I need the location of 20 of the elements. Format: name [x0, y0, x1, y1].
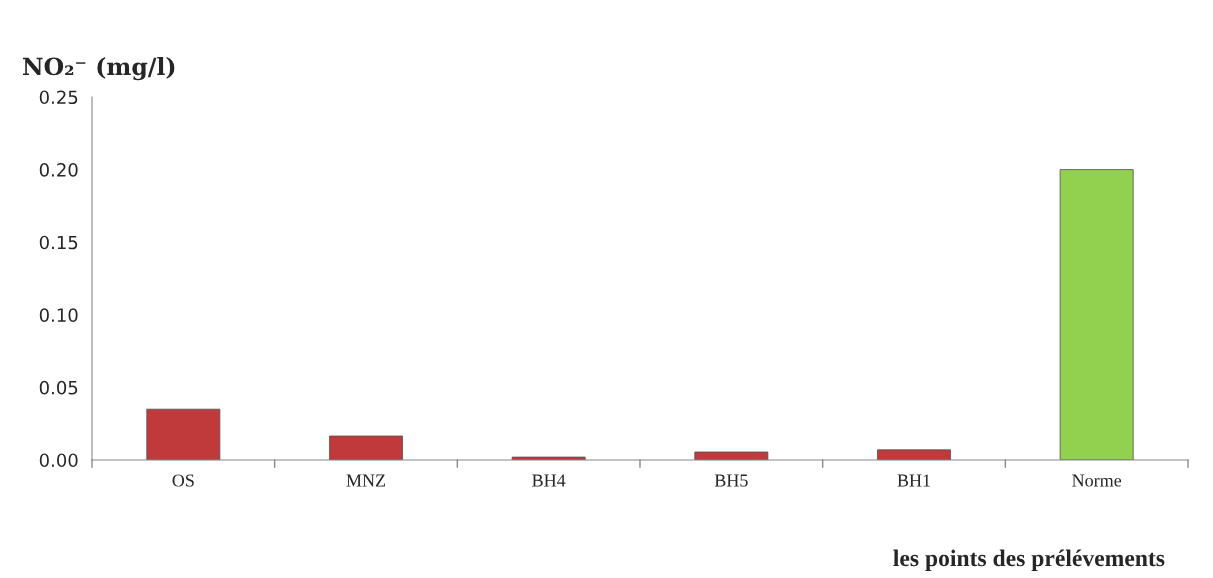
bar: [877, 449, 951, 460]
x-tick-label: Norme: [1072, 474, 1122, 487]
y-tick-label: 0.00: [39, 453, 78, 468]
bar: [146, 408, 221, 460]
x-tick-label: BH1: [897, 474, 930, 487]
x-axis-title: les points des prélévements: [893, 549, 1165, 572]
bar: [1059, 169, 1134, 460]
x-tick-label: MNZ: [346, 474, 386, 487]
y-tick-label: 0.20: [39, 163, 78, 177]
x-tick-label: BH5: [714, 474, 748, 487]
y-tick-label: 0.05: [39, 380, 78, 395]
y-tick-label: 0.25: [39, 90, 78, 105]
x-tick-label: BH4: [532, 474, 566, 487]
y-axis-title: NO₂⁻ (mg/l): [23, 57, 175, 81]
bar: [511, 456, 586, 460]
y-tick-label: 0.10: [39, 308, 78, 322]
y-tick-label: 0.15: [39, 235, 78, 250]
bar: [329, 435, 403, 460]
x-tick-label: OS: [172, 474, 194, 487]
bar: [694, 451, 769, 460]
